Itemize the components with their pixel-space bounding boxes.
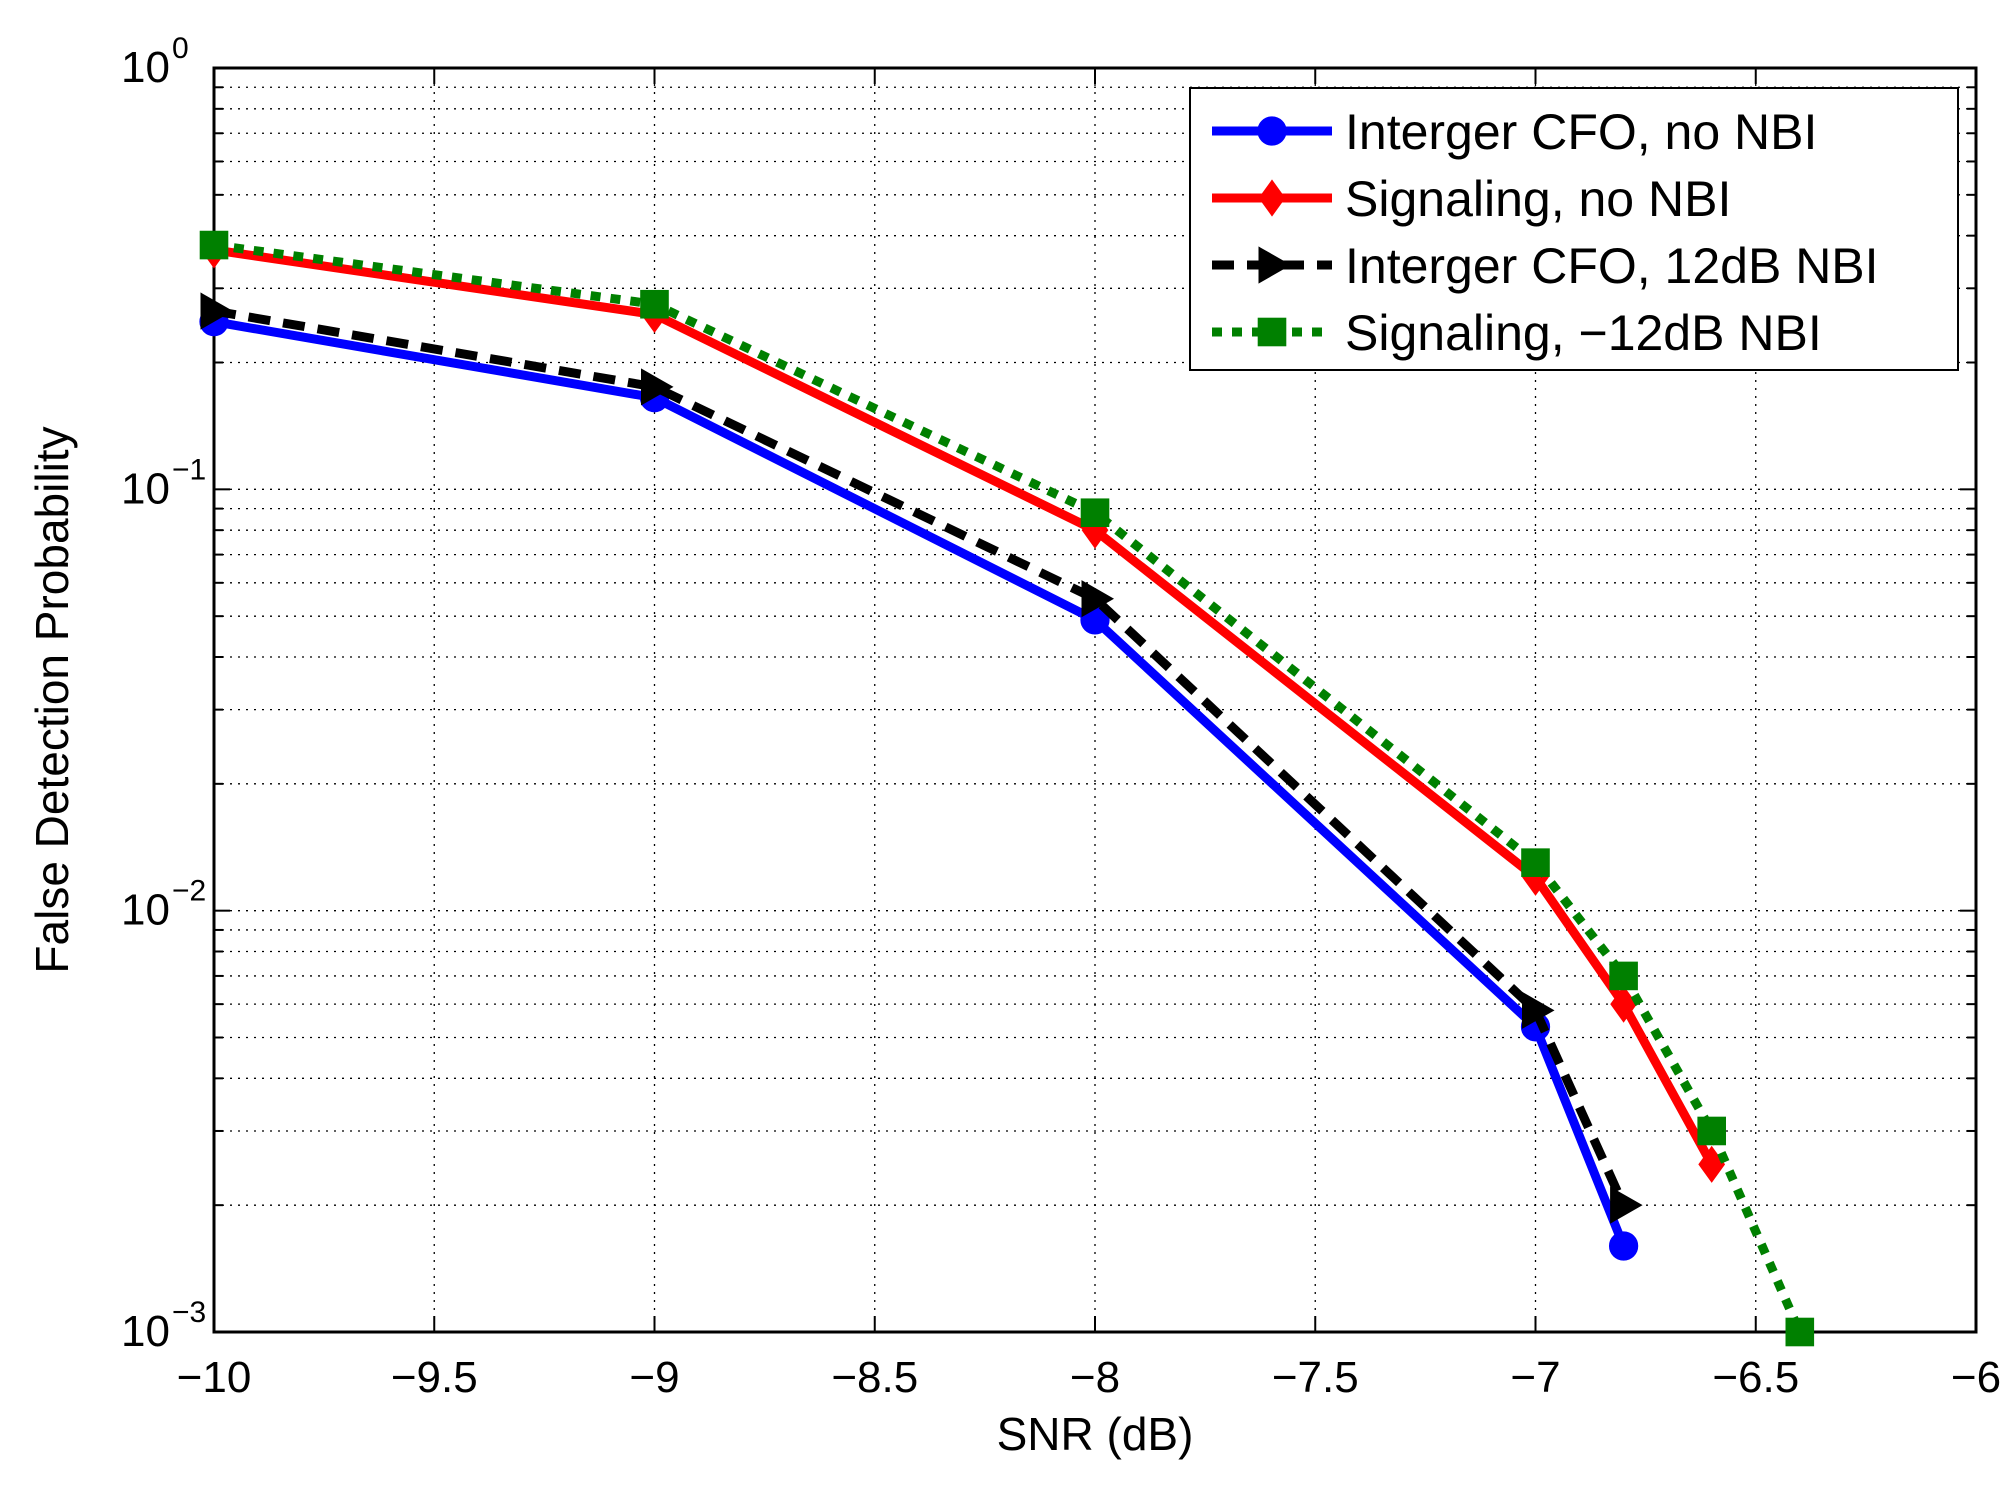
y-tick-label: 10 (121, 1307, 170, 1356)
data-point-marker (1609, 961, 1638, 991)
data-point-marker (640, 289, 669, 319)
data-point-marker (199, 230, 229, 260)
x-tick-label: −6.5 (1712, 1353, 1799, 1402)
data-point-marker (1521, 848, 1550, 877)
y-tick-exponent: −1 (172, 453, 206, 486)
data-point-marker (1610, 985, 1637, 1023)
x-tick-label: −9 (629, 1353, 679, 1402)
x-tick-label: −8.5 (831, 1353, 918, 1402)
legend-swatch-marker (1258, 246, 1292, 284)
x-tick-label: −10 (177, 1353, 252, 1402)
y-tick-label: 10 (121, 464, 170, 513)
data-point-marker (1785, 1317, 1815, 1347)
legend-label: Signaling, no NBI (1345, 171, 1731, 227)
legend: Interger CFO, no NBI Signaling, no NBI Int… (1189, 87, 1959, 371)
x-tick-label: −8 (1070, 1353, 1120, 1402)
y-tick-label: 10 (121, 43, 170, 92)
series-line (213, 306, 1628, 1208)
y-axis-label: False Detection Probability (26, 426, 78, 973)
series-group (199, 230, 1815, 1347)
legend-label: Interger CFO, no NBI (1345, 104, 1817, 160)
y-tick-label: 10 (121, 886, 170, 935)
legend-box (1189, 87, 1959, 371)
data-point-marker (1080, 498, 1110, 528)
legend-swatch-marker (1258, 179, 1286, 217)
x-tick-label: −7 (1510, 1353, 1560, 1402)
data-point-marker (1522, 991, 1555, 1029)
x-tick-label: −9.5 (391, 1353, 478, 1402)
data-point-marker (1608, 1231, 1639, 1261)
data-point-marker (1697, 1116, 1727, 1146)
x-tick-label: −6 (1951, 1353, 2001, 1402)
data-point-marker (1081, 580, 1115, 618)
x-tick-labels: −10 −9.5 −9 −8.5 −8 −7.5 −7 −6.5 −6 (177, 1353, 2001, 1402)
y-tick-exponent: −3 (172, 1296, 206, 1329)
x-axis-label: SNR (dB) (997, 1408, 1194, 1460)
legend-swatch-marker (1257, 317, 1287, 347)
series-line (213, 245, 1716, 1167)
series-4 (199, 230, 1815, 1347)
legend-label: Signaling, −12dB NBI (1345, 305, 1822, 361)
y-tick-exponent: 0 (172, 32, 189, 65)
x-tick-label: −7.5 (1272, 1353, 1359, 1402)
series-3 (200, 292, 1643, 1224)
data-point-marker (200, 292, 234, 330)
tick-marks (213, 68, 1977, 1333)
legend-label: Interger CFO, 12dB NBI (1345, 238, 1879, 294)
legend-swatch-marker (1257, 116, 1287, 146)
data-point-marker (1610, 1186, 1643, 1224)
data-point-marker (641, 368, 674, 406)
y-tick-exponent: −2 (172, 875, 206, 908)
